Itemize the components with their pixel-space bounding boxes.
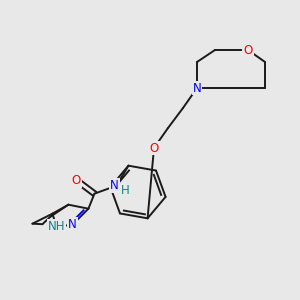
Text: O: O [72,174,81,187]
Text: NH: NH [48,220,65,233]
Text: N: N [68,218,77,231]
Text: O: O [149,142,159,154]
Text: N: N [193,82,201,94]
Text: H: H [121,184,130,197]
Text: N: N [110,179,119,192]
Text: O: O [243,44,253,56]
